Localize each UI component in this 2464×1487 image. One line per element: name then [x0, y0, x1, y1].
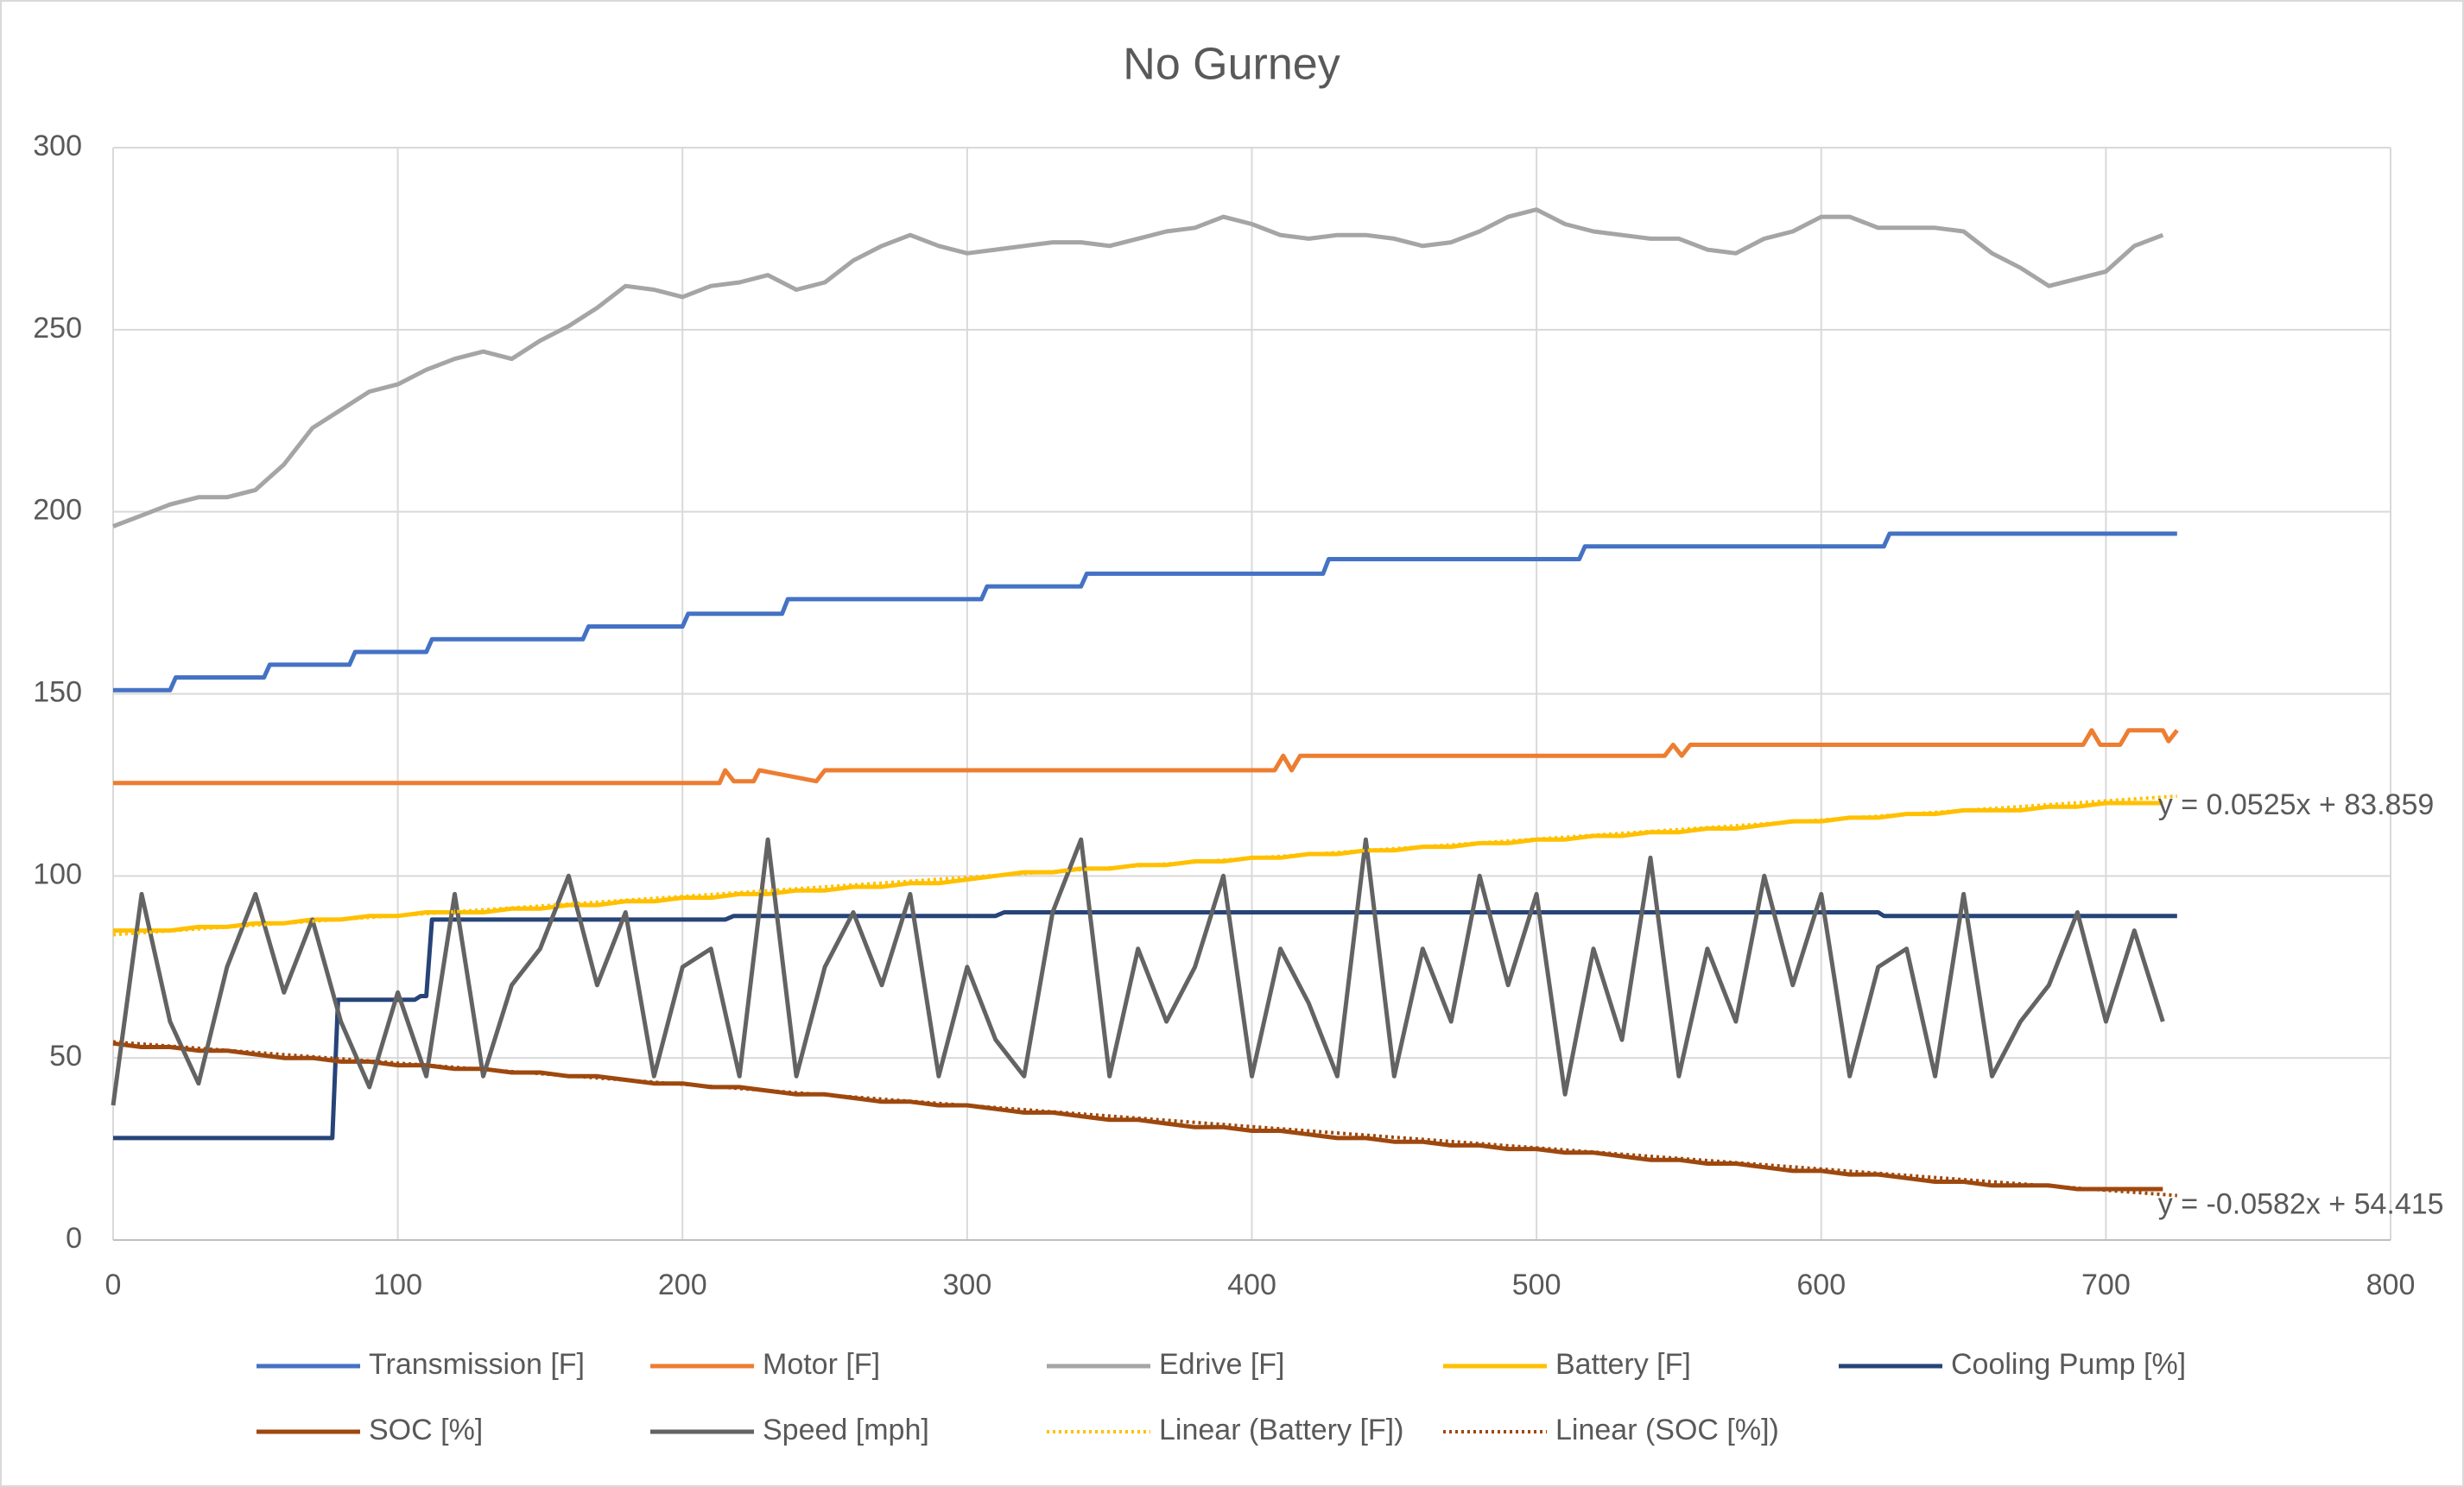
- legend-label: Cooling Pump [%]: [1951, 1348, 2186, 1381]
- x-tick-label: 400: [1227, 1269, 1276, 1301]
- x-tick-label: 500: [1512, 1269, 1561, 1301]
- series-line: [112, 207, 2164, 528]
- trendline: [112, 1040, 2177, 1198]
- legend-label: Battery [F]: [1555, 1348, 1691, 1381]
- legend-label: Edrive [F]: [1159, 1348, 1284, 1381]
- legend-label: Linear (Battery [F]): [1159, 1414, 1403, 1446]
- x-tick-label: 700: [2081, 1269, 2131, 1301]
- legend-label: Motor [F]: [763, 1348, 880, 1381]
- legend-label: Linear (SOC [%]): [1555, 1414, 1779, 1446]
- x-tick-label: 800: [2366, 1269, 2416, 1301]
- legend-label: SOC [%]: [369, 1414, 483, 1446]
- x-tick-label: 0: [105, 1269, 122, 1301]
- trendline: [112, 794, 2177, 937]
- plot: y = 0.0525x + 83.859 y = -0.0582x + 54.41…: [111, 207, 2444, 1220]
- y-tick-label: 300: [33, 130, 82, 162]
- chart-title: No Gurney: [1123, 40, 1340, 90]
- legend-label: Speed [mph]: [763, 1414, 929, 1446]
- trendline-equation: y = -0.0582x + 54.415: [2158, 1187, 2444, 1220]
- series-line: [113, 728, 2179, 786]
- x-tick-label: 600: [1796, 1269, 1846, 1301]
- legend: Transmission [F] Motor [F] Edrive [F] Batte…: [257, 1348, 2186, 1446]
- trendline-equation: y = 0.0525x + 83.859: [2158, 788, 2434, 821]
- y-tick-label: 100: [33, 857, 82, 890]
- series-line: [111, 837, 2165, 1106]
- x-tick-label: 300: [943, 1269, 992, 1301]
- x-tick-label: 200: [658, 1269, 707, 1301]
- y-tick-label: 250: [33, 312, 82, 345]
- y-tick-label: 50: [49, 1040, 82, 1073]
- legend-label: Transmission [F]: [369, 1348, 585, 1381]
- y-tick-label: 200: [33, 494, 82, 527]
- series-line: [113, 531, 2177, 693]
- x-tick-label: 100: [373, 1269, 422, 1301]
- y-tick-label: 150: [33, 675, 82, 708]
- grid: 0 50 100 150 200 250 300 0 100 200 300 400 500 600 700…: [33, 130, 2415, 1301]
- y-tick-label: 0: [66, 1222, 82, 1255]
